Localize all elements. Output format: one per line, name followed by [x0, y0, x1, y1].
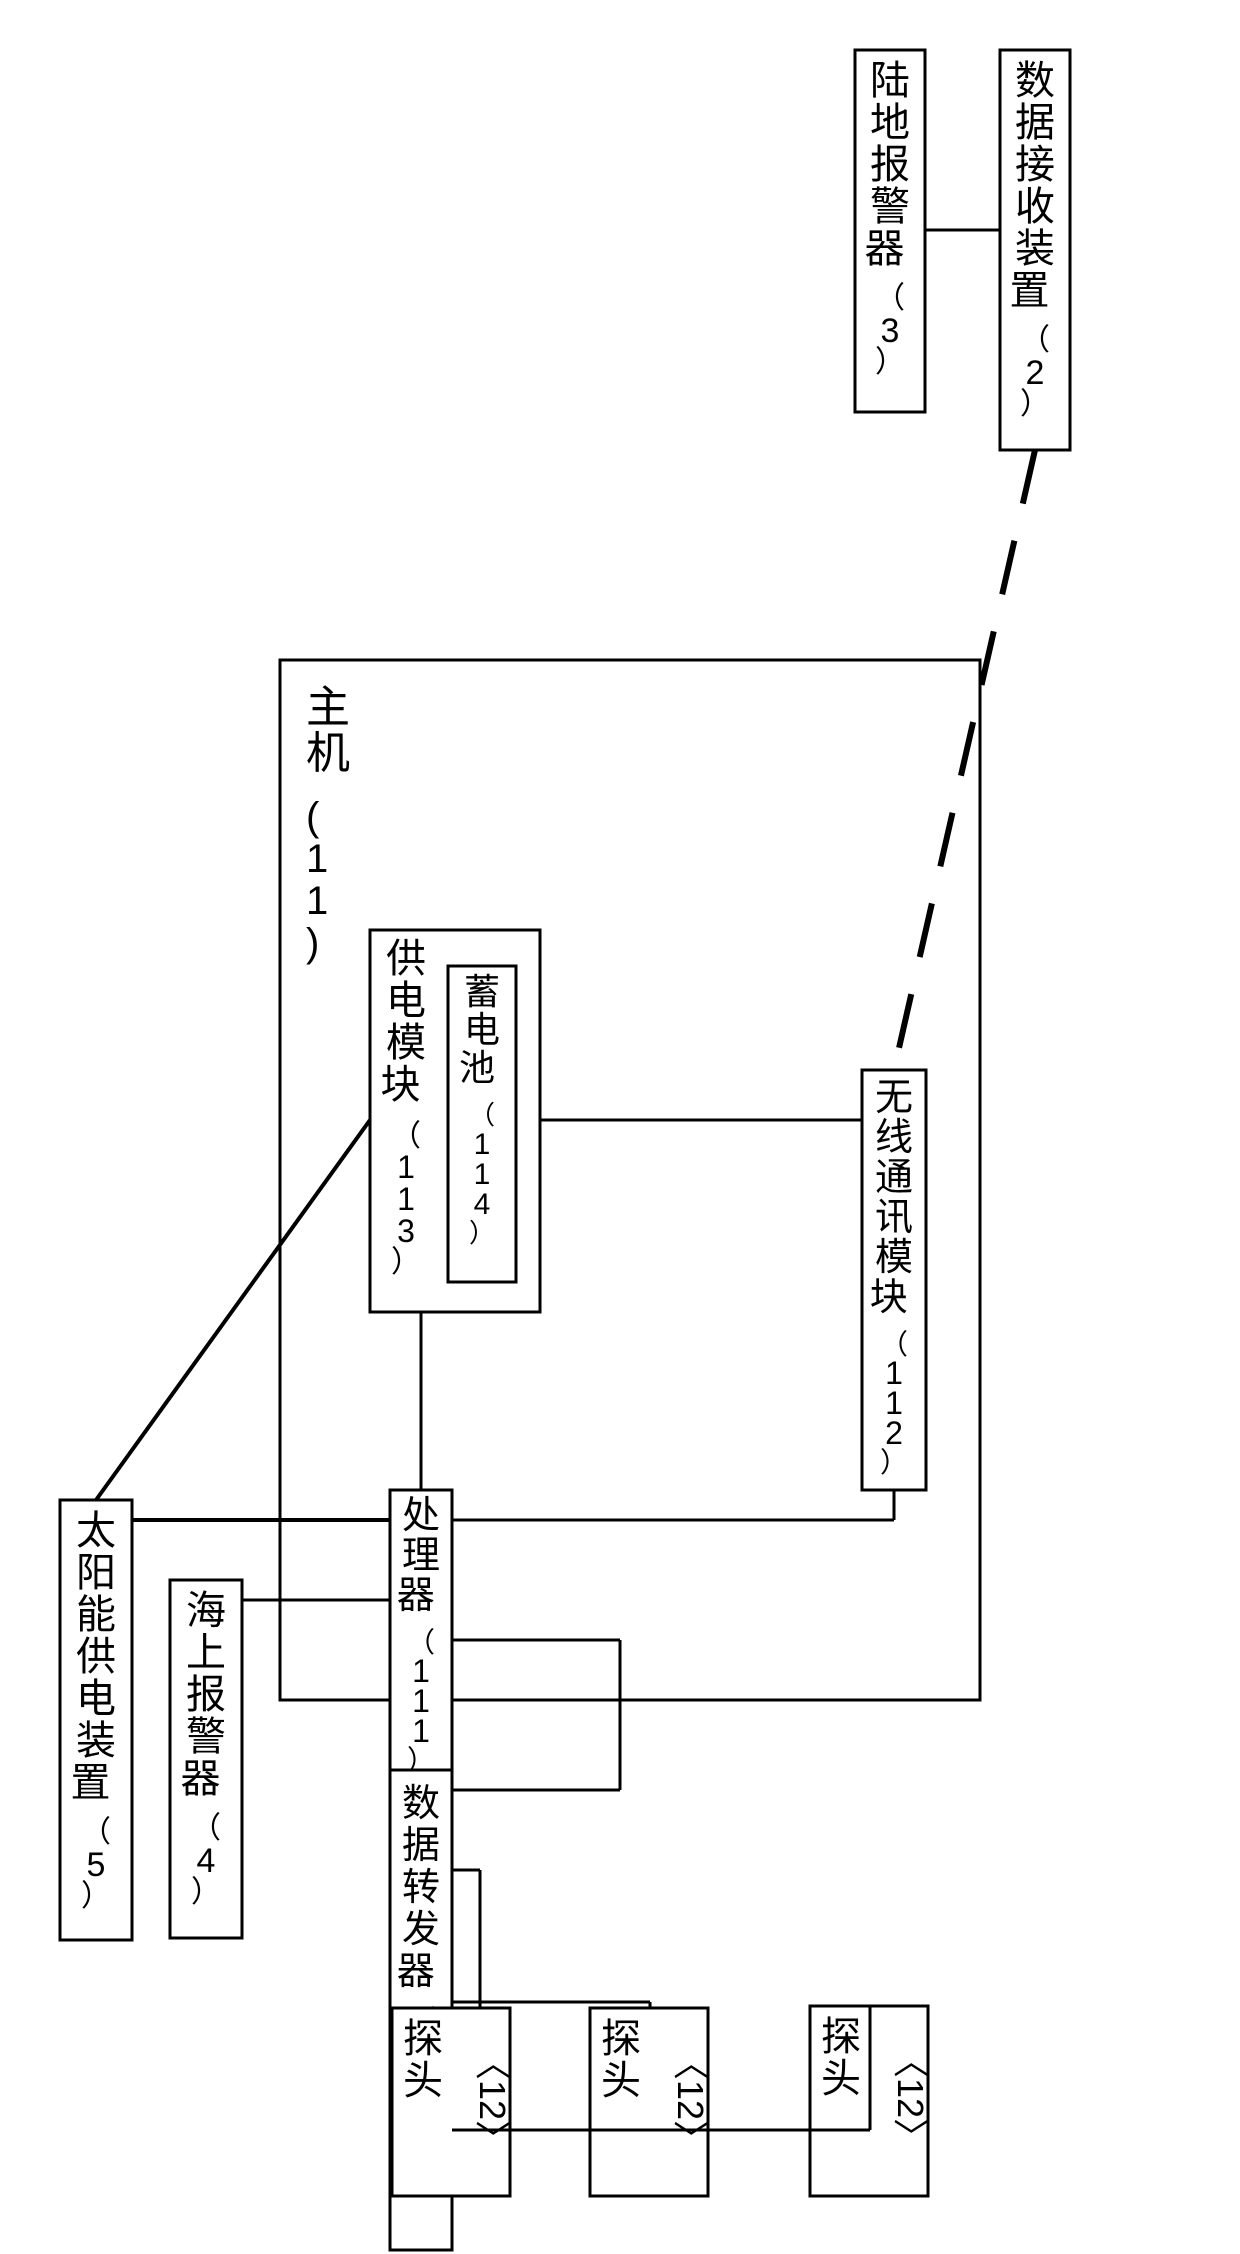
label-probe-3: 探头 [821, 2015, 861, 2101]
label-probe-1-id: 〈12〉 [472, 2044, 513, 2156]
diagram-canvas: 主 机 ( 1 1 陆 地 报 警 器 （ 3 ） 数 据 接 收 装 [0, 0, 1240, 2254]
label-probe-2: 探头 [601, 2017, 641, 2103]
label-probe-3-id: 〈12〉 [890, 2042, 931, 2154]
label-probe-2-id: 〈12〉 [670, 2044, 711, 2156]
label-probe-1: 探头 [403, 2017, 443, 2103]
